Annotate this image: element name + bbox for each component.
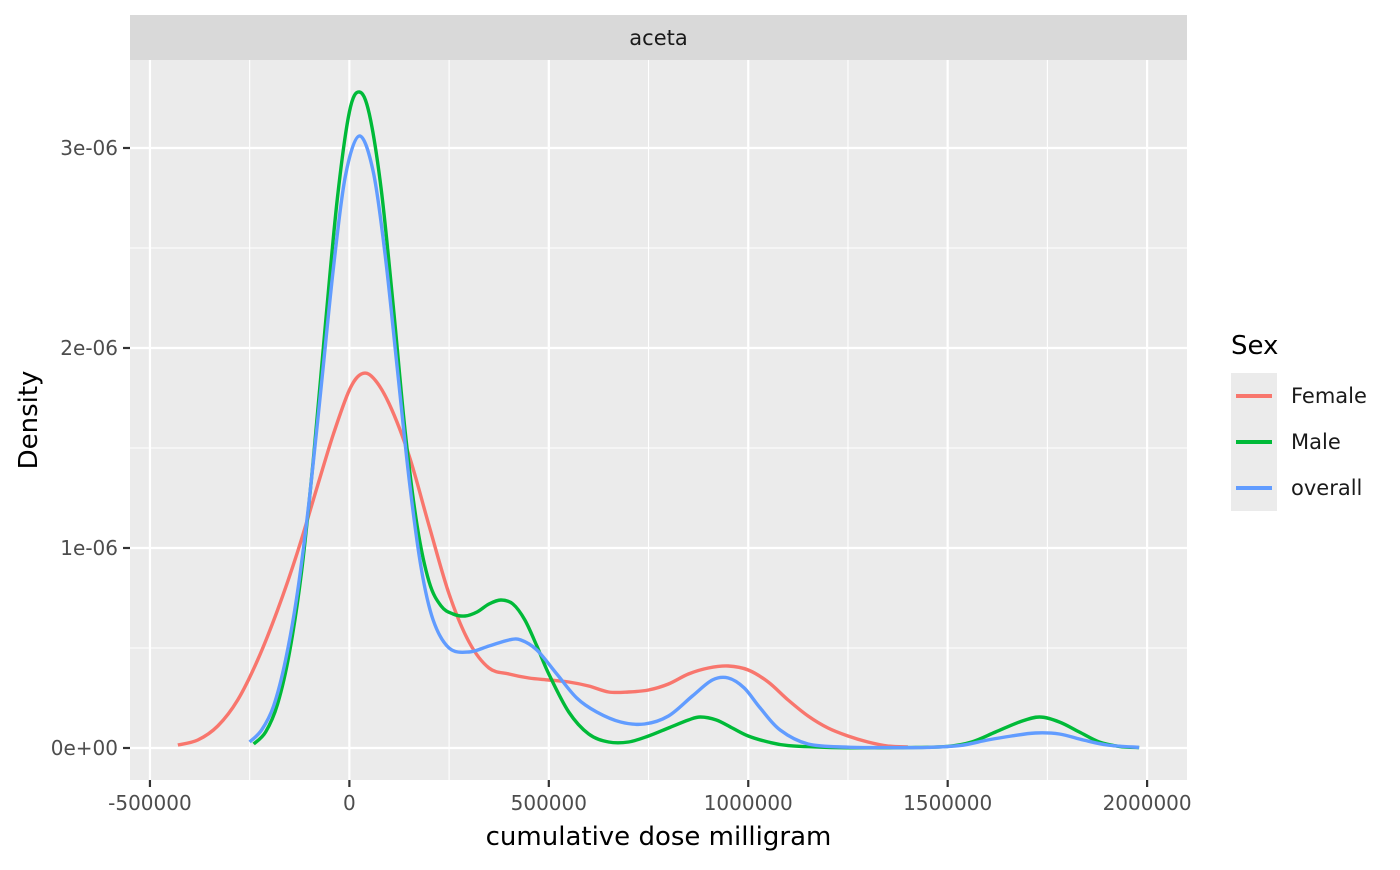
y-tick-label: 1e-06	[60, 536, 118, 560]
x-tick-label: -500000	[108, 791, 192, 815]
legend-label-male: Male	[1291, 430, 1341, 454]
legend-label-female: Female	[1291, 384, 1367, 408]
x-tick-label: 1000000	[704, 791, 793, 815]
x-tick-label: 1500000	[903, 791, 992, 815]
legend: Sex Female Male overall	[1231, 331, 1367, 511]
x-tick-label: 2000000	[1103, 791, 1192, 815]
series-line-overall	[248, 134, 1140, 750]
y-tick-label: 2e-06	[60, 336, 118, 360]
x-axis-title: cumulative dose milligram	[486, 822, 832, 852]
legend-label-overall: overall	[1291, 476, 1362, 500]
grid-minor	[130, 60, 1187, 780]
plot-panel	[130, 60, 1187, 780]
series-lines	[177, 90, 1140, 750]
x-tick-label: 0	[343, 791, 356, 815]
y-axis: 0e+00 1e-06 2e-06 3e-06	[51, 136, 130, 760]
y-axis-title: Density	[14, 371, 44, 470]
y-tick-label: 3e-06	[60, 136, 118, 160]
facet-label: aceta	[629, 26, 687, 50]
facet-strip	[130, 15, 1187, 60]
x-axis: -500000 0 500000 1000000 1500000 2000000	[108, 780, 1192, 815]
x-tick-label: 500000	[511, 791, 587, 815]
grid-major	[130, 60, 1187, 780]
legend-title: Sex	[1231, 331, 1278, 361]
y-tick-label: 0e+00	[51, 736, 118, 760]
